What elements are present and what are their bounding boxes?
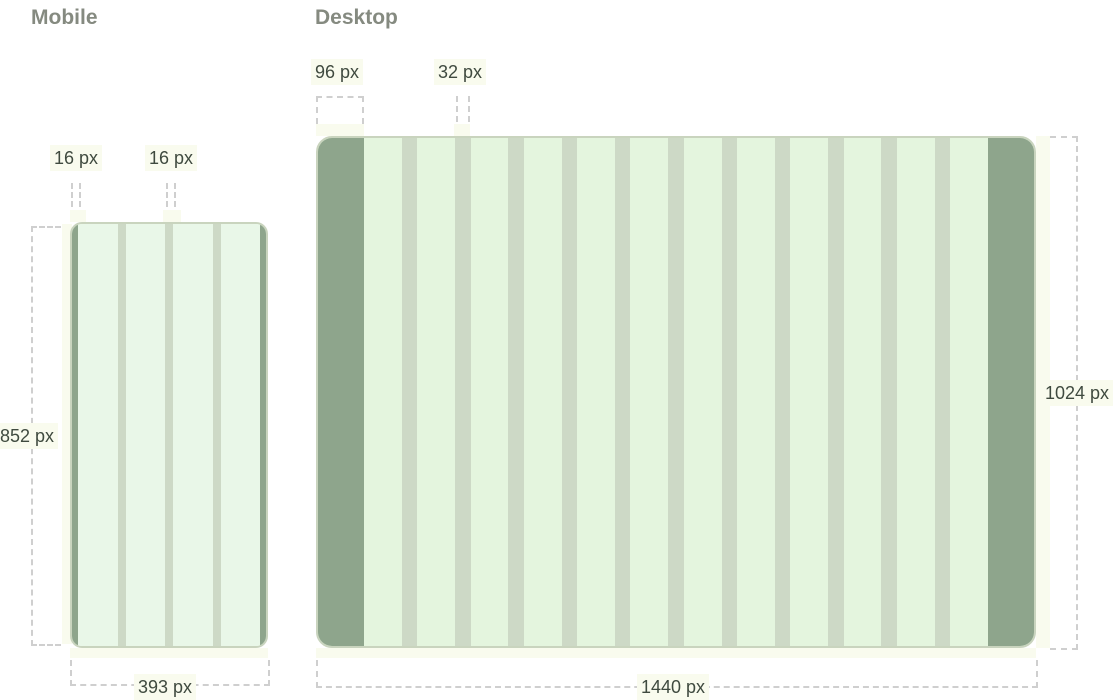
grid-gutter — [212, 224, 221, 646]
grid-column — [220, 224, 260, 646]
grid-gutter — [828, 138, 844, 646]
grid-column — [417, 138, 456, 646]
grid-column — [364, 138, 402, 646]
desktop-gutter-label: 32 px — [434, 59, 487, 85]
mobile-margin-label: 16 px — [50, 145, 103, 171]
grid-gutter — [881, 138, 897, 646]
grid-column — [470, 138, 509, 646]
left-margin — [72, 224, 78, 646]
desktop-gutter-highlight — [454, 124, 470, 136]
grid-column — [78, 224, 118, 646]
grid-column — [125, 224, 165, 646]
grid-gutter — [401, 138, 418, 646]
mobile-width-highlight — [70, 648, 268, 658]
grid-column — [523, 138, 562, 646]
grid-gutter — [561, 138, 578, 646]
grid-column — [950, 138, 988, 646]
desktop-width-highlight — [316, 648, 1036, 658]
desktop-width-label: 1440 px — [637, 674, 710, 700]
desktop-frame — [316, 136, 1036, 648]
grid-column — [173, 224, 213, 646]
mobile-heading: Mobile — [31, 6, 98, 29]
grid-column — [683, 138, 722, 646]
right-margin — [988, 138, 1034, 646]
grid-gutter — [668, 138, 684, 646]
right-margin — [260, 224, 266, 646]
grid-gutter — [614, 138, 631, 646]
mobile-margin-bracket — [71, 183, 81, 207]
grid-gutter — [508, 138, 524, 646]
mobile-frame — [70, 222, 268, 648]
desktop-gutter-bracket — [456, 96, 470, 122]
desktop-margin-bracket — [316, 96, 364, 124]
desktop-margin-label: 96 px — [311, 59, 364, 85]
grid-gutter — [721, 138, 738, 646]
desktop-heading: Desktop — [315, 6, 398, 29]
grid-gutter — [165, 224, 173, 646]
mobile-margin-highlight — [70, 210, 86, 222]
grid-gutter — [455, 138, 471, 646]
mobile-height-highlight — [62, 224, 72, 644]
desktop-margin-highlight — [316, 124, 364, 136]
grid-gutter — [934, 138, 951, 646]
grid-column — [896, 138, 935, 646]
desktop-height-label: 1024 px — [1041, 380, 1114, 406]
mobile-width-label: 393 px — [134, 674, 197, 700]
mobile-gutter-bracket — [166, 183, 176, 207]
grid-column — [737, 138, 775, 646]
mobile-gutter-label: 16 px — [145, 145, 198, 171]
mobile-gutter-highlight — [163, 210, 181, 222]
mobile-height-label: 852 px — [0, 423, 59, 449]
grid-column — [843, 138, 882, 646]
grid-gutter — [117, 224, 126, 646]
left-margin — [318, 138, 364, 646]
grid-column — [577, 138, 615, 646]
grid-column — [790, 138, 829, 646]
grid-column — [630, 138, 669, 646]
grid-gutter — [774, 138, 791, 646]
